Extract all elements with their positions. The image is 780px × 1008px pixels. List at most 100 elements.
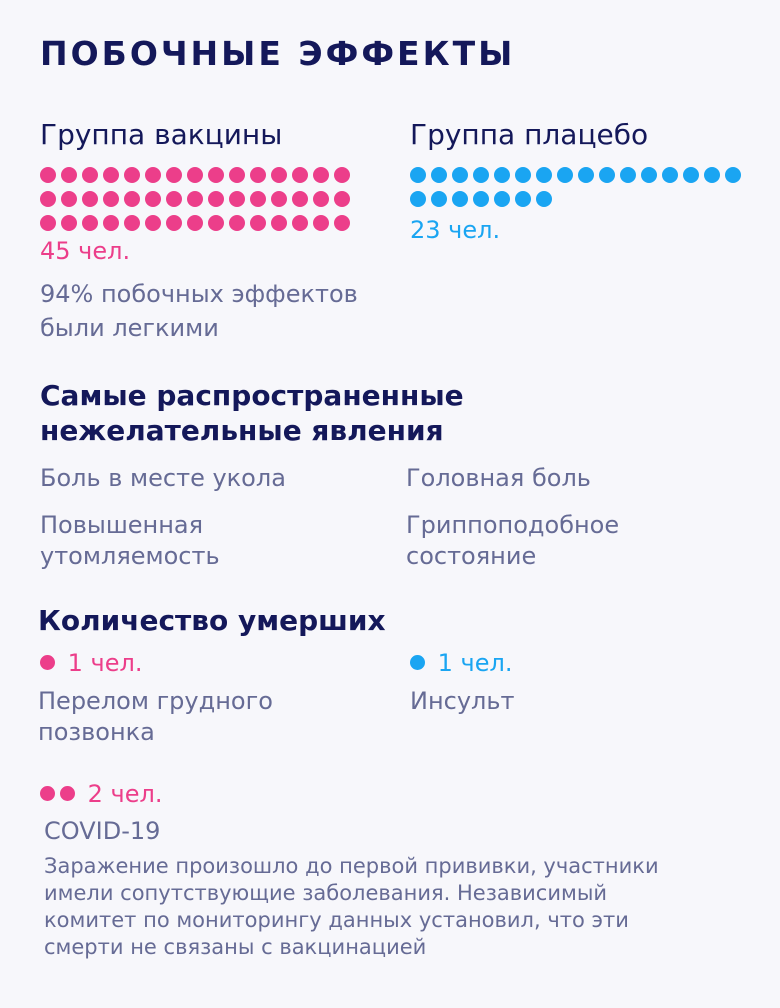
vaccine-dot bbox=[313, 191, 329, 207]
vaccine-dot bbox=[166, 167, 182, 183]
covid-death-note: Заражение произошло до первой прививки, … bbox=[44, 853, 659, 961]
placebo-dot bbox=[410, 191, 426, 207]
vaccine-dot bbox=[145, 191, 161, 207]
vaccine-dot bbox=[187, 191, 203, 207]
vaccine-dot bbox=[208, 215, 224, 231]
vaccine-death-cause-line1: Перелом грудного bbox=[38, 687, 273, 715]
vaccine-dot bbox=[124, 167, 140, 183]
placebo-death-dot bbox=[410, 654, 425, 670]
deaths-heading: Количество умерших bbox=[38, 604, 386, 637]
placebo-dot bbox=[452, 167, 468, 183]
common-effects-heading: Самые распространенные нежелательные явл… bbox=[40, 378, 464, 448]
effect-item-flu-like-line2: состояние bbox=[406, 542, 537, 570]
placebo-death-count: 1 чел. bbox=[410, 649, 512, 677]
placebo-dot bbox=[704, 167, 720, 183]
placebo-count: 23 чел. bbox=[410, 216, 501, 244]
effect-item-headache: Головная боль bbox=[406, 464, 591, 492]
vaccine-dot bbox=[292, 215, 308, 231]
vaccine-dot bbox=[313, 167, 329, 183]
vaccine-dot bbox=[229, 167, 245, 183]
placebo-dot bbox=[494, 167, 510, 183]
placebo-dot bbox=[452, 191, 468, 207]
vaccine-group-title: Группа вакцины bbox=[40, 118, 283, 151]
vaccine-dot bbox=[82, 215, 98, 231]
effect-item-flu-like-line1: Гриппоподобное bbox=[406, 511, 620, 539]
placebo-dot bbox=[725, 167, 741, 183]
effect-item-fatigue-line2: утомляемость bbox=[40, 542, 220, 570]
vaccine-dot bbox=[187, 167, 203, 183]
covid-death-dot-1 bbox=[40, 785, 55, 801]
vaccine-dot bbox=[103, 215, 119, 231]
placebo-dot bbox=[410, 167, 426, 183]
vaccine-death-count: 1 чел. bbox=[40, 649, 142, 677]
vaccine-dot bbox=[313, 215, 329, 231]
vaccine-dot bbox=[124, 215, 140, 231]
vaccine-dot bbox=[334, 215, 350, 231]
page-title: ПОБОЧНЫЕ ЭФФЕКТЫ bbox=[40, 34, 516, 73]
vaccine-dot bbox=[292, 167, 308, 183]
vaccine-dot bbox=[166, 191, 182, 207]
vaccine-dot bbox=[103, 191, 119, 207]
placebo-dot bbox=[515, 167, 531, 183]
effect-item-flu-like: Гриппоподобное состояние bbox=[406, 508, 619, 573]
placebo-dot bbox=[578, 167, 594, 183]
placebo-dot bbox=[599, 167, 615, 183]
vaccine-dot bbox=[271, 191, 287, 207]
covid-note-line1: Заражение произошло до первой прививки, … bbox=[44, 854, 659, 878]
vaccine-dot bbox=[187, 215, 203, 231]
vaccine-note-line2: были легкими bbox=[40, 314, 219, 342]
vaccine-count: 45 чел. bbox=[40, 237, 131, 265]
vaccine-death-cause-line2: позвонка bbox=[38, 718, 155, 746]
placebo-dot bbox=[431, 191, 447, 207]
placebo-dot bbox=[641, 167, 657, 183]
vaccine-dot bbox=[82, 191, 98, 207]
vaccine-dot bbox=[82, 167, 98, 183]
covid-death-dot-2 bbox=[60, 785, 75, 801]
vaccine-dot bbox=[166, 215, 182, 231]
vaccine-dot bbox=[145, 167, 161, 183]
vaccine-death-cause: Перелом грудного позвонка bbox=[38, 684, 273, 749]
vaccine-dot bbox=[61, 191, 77, 207]
vaccine-dot-grid bbox=[40, 167, 370, 239]
vaccine-dot bbox=[334, 191, 350, 207]
vaccine-note-line1: 94% побочных эффектов bbox=[40, 280, 358, 308]
vaccine-death-label: 1 чел. bbox=[67, 649, 143, 677]
placebo-death-cause: Инсульт bbox=[410, 687, 515, 715]
placebo-dot bbox=[515, 191, 531, 207]
covid-death-cause: COVID-19 bbox=[44, 817, 161, 845]
vaccine-dot bbox=[124, 191, 140, 207]
vaccine-dot bbox=[271, 167, 287, 183]
vaccine-dot bbox=[229, 215, 245, 231]
effect-item-injection-pain: Боль в месте укола bbox=[40, 464, 286, 492]
placebo-dot bbox=[557, 167, 573, 183]
placebo-dot bbox=[494, 191, 510, 207]
vaccine-note: 94% побочных эффектов были легкими bbox=[40, 277, 358, 345]
covid-note-line3: комитет по мониторингу данных установил,… bbox=[44, 908, 629, 932]
placebo-dot bbox=[683, 167, 699, 183]
common-effects-heading-line1: Самые распространенные bbox=[40, 379, 464, 412]
vaccine-dot bbox=[250, 191, 266, 207]
vaccine-dot bbox=[208, 167, 224, 183]
effect-item-fatigue: Повышенная утомляемость bbox=[40, 508, 220, 573]
placebo-dot bbox=[536, 191, 552, 207]
placebo-dot bbox=[473, 167, 489, 183]
vaccine-dot bbox=[229, 191, 245, 207]
placebo-group-title: Группа плацебо bbox=[410, 118, 649, 151]
vaccine-death-dot bbox=[40, 654, 55, 670]
vaccine-dot bbox=[292, 191, 308, 207]
placebo-dot-grid bbox=[410, 167, 750, 215]
vaccine-dot bbox=[271, 215, 287, 231]
vaccine-dot bbox=[145, 215, 161, 231]
vaccine-dot bbox=[250, 215, 266, 231]
placebo-dot bbox=[620, 167, 636, 183]
covid-death-label: 2 чел. bbox=[87, 780, 163, 808]
vaccine-dot bbox=[40, 167, 56, 183]
placebo-dot bbox=[662, 167, 678, 183]
placebo-dot bbox=[536, 167, 552, 183]
vaccine-dot bbox=[208, 191, 224, 207]
vaccine-dot bbox=[250, 167, 266, 183]
covid-note-line2: имели сопутствующие заболевания. Независ… bbox=[44, 881, 608, 905]
vaccine-dot bbox=[61, 215, 77, 231]
placebo-death-label: 1 чел. bbox=[437, 649, 513, 677]
covid-death-count: 2 чел. bbox=[40, 780, 162, 808]
